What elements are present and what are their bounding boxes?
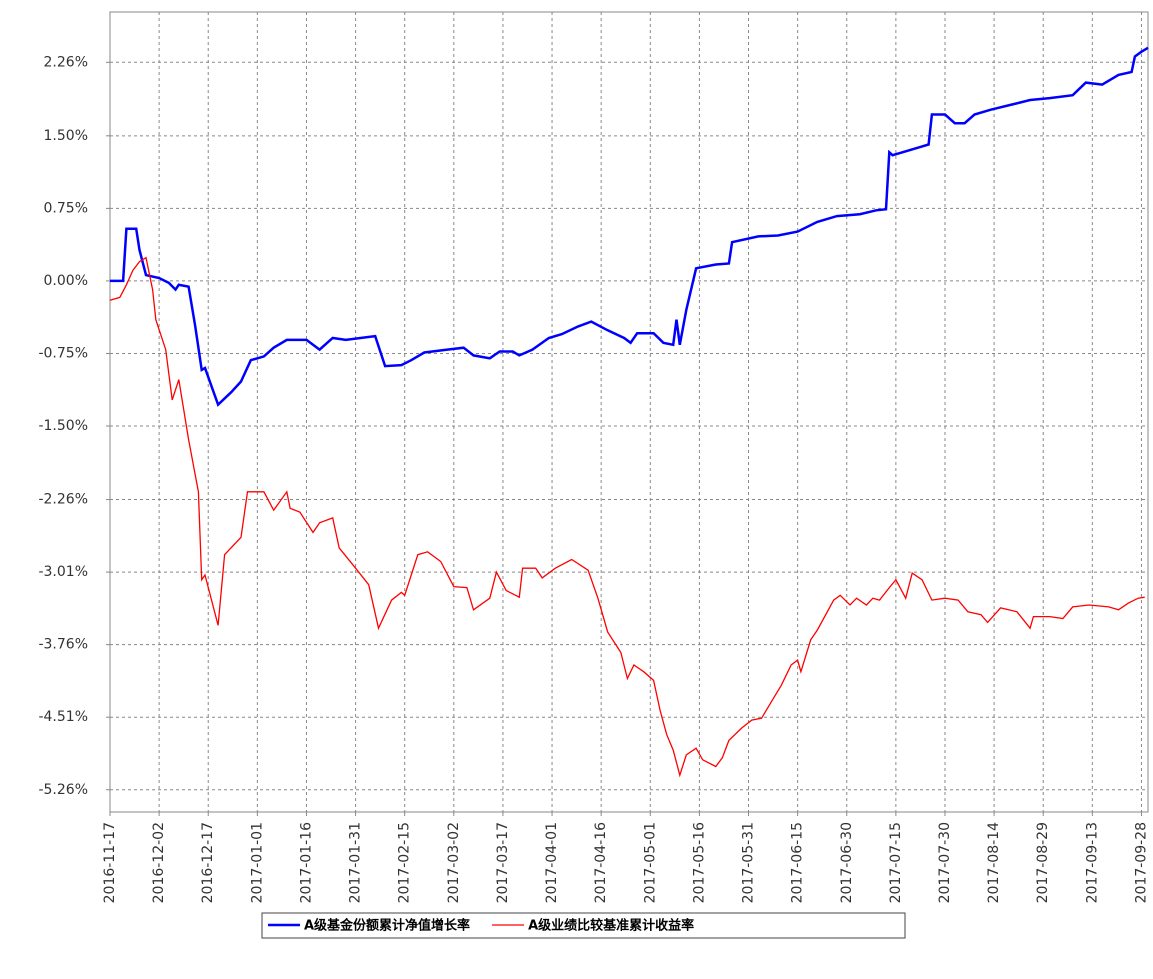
series-line: [110, 46, 1149, 407]
y-tick-label: 2.26%: [44, 54, 88, 70]
x-tick-label: 2017-05-01: [642, 822, 658, 903]
legend-label: A级业绩比较基准累计收益率: [528, 918, 694, 934]
x-tick-label: 2017-06-30: [839, 822, 855, 903]
x-tick-label: 2017-01-16: [298, 822, 314, 903]
x-tick-label: 2017-07-15: [888, 822, 904, 903]
x-tick-label: 2017-05-16: [691, 822, 707, 903]
legend-box: [261, 912, 906, 939]
x-tick-label: 2016-12-02: [151, 822, 167, 903]
y-tick-label: -2.26%: [38, 492, 88, 508]
y-tick-label: 1.50%: [44, 128, 88, 144]
x-tick-label: 2016-12-17: [200, 822, 216, 903]
y-tick-label: -1.50%: [38, 418, 88, 434]
x-tick-label: 2017-01-31: [348, 822, 364, 903]
x-tick-label: 2017-03-17: [495, 822, 511, 903]
x-tick-label: 2017-09-13: [1084, 822, 1100, 903]
series-line: [109, 256, 1145, 778]
x-tick-label: 2017-09-28: [1133, 822, 1149, 903]
x-tick-label: 2016-11-17: [102, 822, 118, 903]
x-tick-label: 2017-01-01: [249, 822, 265, 903]
legend-label: A级基金份额累计净值增长率: [304, 918, 470, 934]
x-tick-label: 2017-02-15: [397, 822, 413, 903]
x-tick-label: 2017-05-31: [741, 822, 757, 903]
x-tick-label: 2017-04-16: [593, 822, 609, 903]
x-tick-label: 2017-06-15: [790, 822, 806, 903]
x-tick-label: 2017-08-14: [986, 822, 1002, 903]
plot-frame: [109, 11, 1149, 813]
y-tick-label: -0.75%: [38, 345, 88, 361]
x-tick-label: 2017-04-01: [544, 822, 560, 903]
y-tick-label: 0.00%: [44, 273, 88, 289]
y-tick-label: -3.01%: [38, 564, 88, 580]
y-tick-label: -5.26%: [38, 782, 88, 798]
y-tick-label: -3.76%: [38, 637, 88, 653]
y-tick-label: -4.51%: [38, 709, 88, 725]
x-tick-label: 2017-03-02: [446, 822, 462, 903]
y-tick-label: 0.75%: [44, 200, 88, 216]
x-tick-label: 2017-08-29: [1035, 822, 1051, 903]
x-tick-label: 2017-07-30: [937, 822, 953, 903]
